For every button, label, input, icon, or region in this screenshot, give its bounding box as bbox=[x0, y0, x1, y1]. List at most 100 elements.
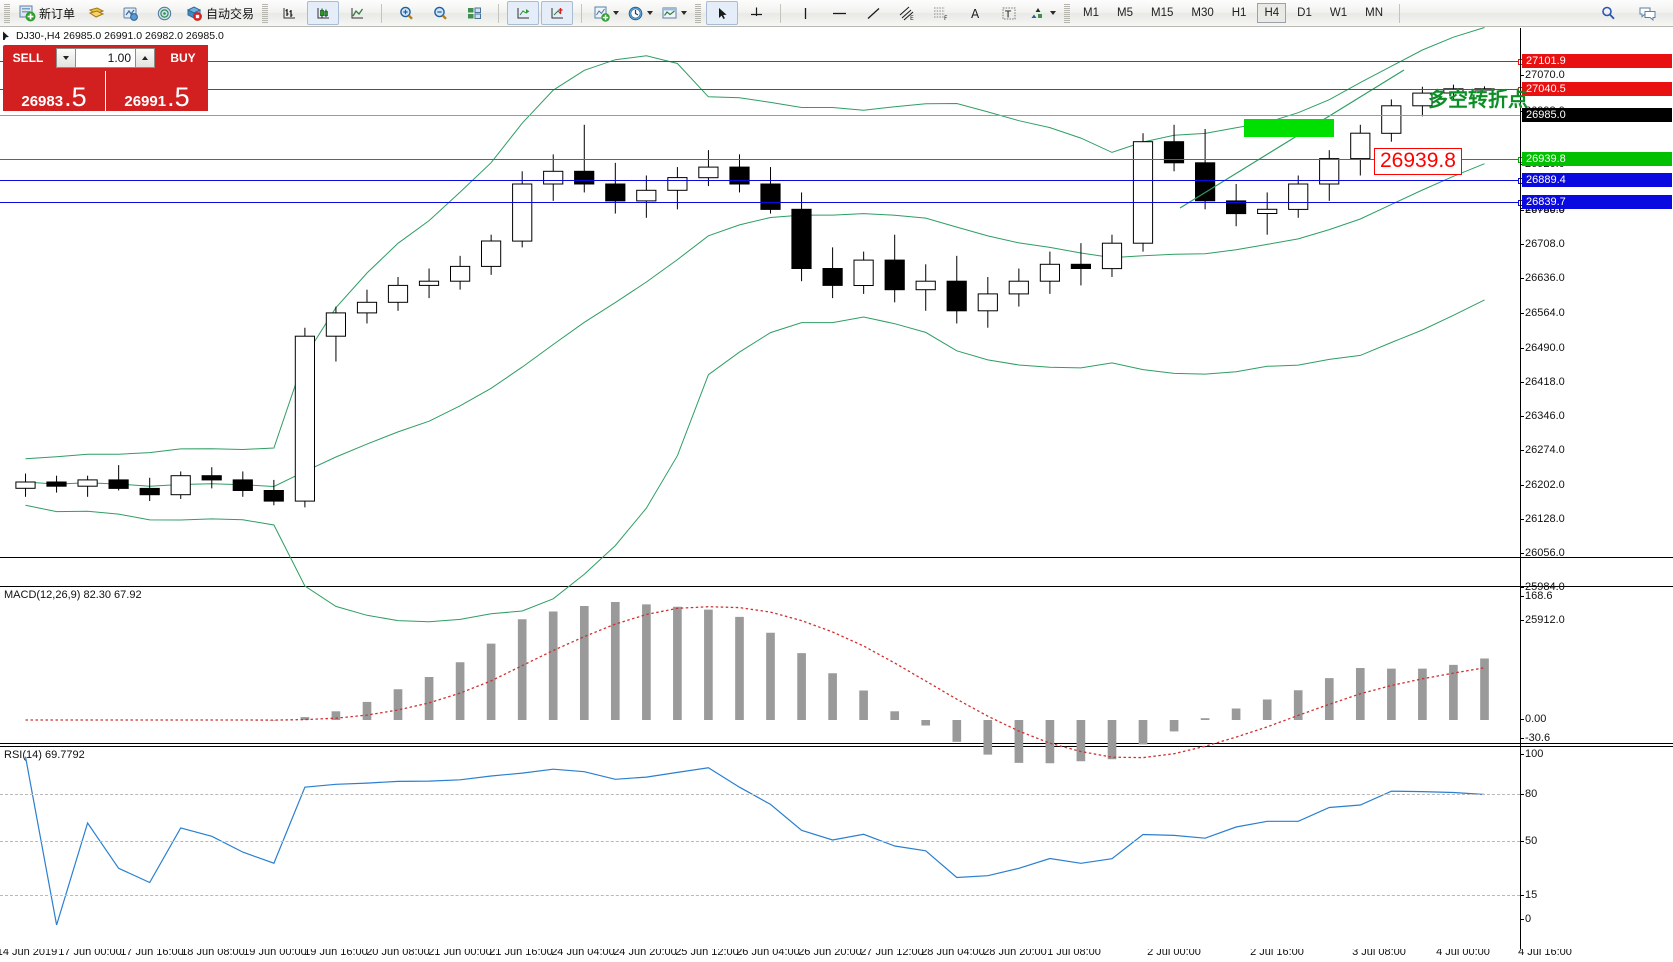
candlestick-chart-icon bbox=[317, 7, 329, 18]
timeframe-m15[interactable]: M15 bbox=[1151, 7, 1174, 19]
highlight-rectangle[interactable] bbox=[1244, 119, 1334, 137]
buy-button[interactable]: BUY bbox=[158, 45, 208, 71]
text-label-button[interactable]: T bbox=[993, 1, 1025, 25]
shapes-chevron-down-icon[interactable] bbox=[1050, 11, 1057, 15]
toolbar-separator-4 bbox=[777, 3, 785, 23]
horizontal-line-button[interactable] bbox=[823, 1, 855, 25]
timeframe-h1[interactable]: H1 bbox=[1231, 7, 1247, 19]
rsi-label: RSI(14) 69.7792 bbox=[4, 749, 85, 761]
price-tick: 26418.0 bbox=[1521, 376, 1565, 388]
toolbar-gripper[interactable] bbox=[4, 3, 10, 23]
price-label-26939-8[interactable]: 26939.8 bbox=[1522, 152, 1672, 166]
price-tick: 26202.0 bbox=[1521, 479, 1565, 491]
crosshair-button[interactable] bbox=[740, 1, 772, 25]
price-label-27101-9[interactable]: 27101.9 bbox=[1522, 54, 1672, 68]
indicators-chevron-down-icon[interactable] bbox=[613, 11, 620, 15]
equidistant-channel-button[interactable]: E bbox=[891, 1, 923, 25]
templates-button[interactable] bbox=[658, 2, 690, 25]
price-tick: 26346.0 bbox=[1521, 410, 1565, 422]
level-line-27040[interactable] bbox=[0, 87, 1524, 93]
toolbar-gripper-4[interactable] bbox=[1064, 3, 1071, 23]
level-line-26939[interactable] bbox=[0, 157, 1524, 163]
data-window-button[interactable] bbox=[148, 1, 180, 25]
timeframe-h4[interactable]: H4 bbox=[1257, 3, 1287, 23]
toolbar-gripper-2[interactable] bbox=[262, 3, 269, 23]
volume-increment-button[interactable] bbox=[135, 48, 155, 68]
zoom-in-button[interactable] bbox=[390, 1, 422, 25]
svg-text:F: F bbox=[944, 15, 948, 21]
zoom-out-button[interactable] bbox=[424, 1, 456, 25]
fibonacci-button[interactable]: F bbox=[925, 1, 957, 25]
rsi-tick: 15 bbox=[1520, 889, 1538, 901]
timeframe-mn[interactable]: MN bbox=[1365, 7, 1383, 19]
rsi-tick: 80 bbox=[1520, 788, 1538, 800]
svg-text:T: T bbox=[1004, 9, 1012, 20]
period-chevron-down-icon[interactable] bbox=[647, 11, 654, 15]
horizontal-line-icon bbox=[832, 12, 846, 14]
chart-annotation[interactable]: 多空转折点 bbox=[1428, 87, 1528, 111]
templates-chevron-down-icon[interactable] bbox=[681, 11, 688, 15]
autotrade-button[interactable]: 自动交易 bbox=[182, 2, 257, 25]
chevron-up-icon bbox=[142, 56, 148, 60]
rsi-tick: 0 bbox=[1520, 913, 1532, 925]
volume-control[interactable]: 1.00 bbox=[53, 45, 158, 71]
toolbar-gripper-3[interactable] bbox=[695, 3, 702, 23]
indicators-button[interactable] bbox=[590, 2, 622, 25]
candlestick-chart-button[interactable] bbox=[307, 1, 340, 25]
price-label-26839-7[interactable]: 26839.7 bbox=[1522, 195, 1672, 209]
timeframe-m30[interactable]: M30 bbox=[1191, 7, 1214, 19]
market-watch-button[interactable] bbox=[114, 1, 146, 25]
volume-dropdown-button[interactable] bbox=[56, 48, 76, 68]
text-button[interactable]: A bbox=[959, 1, 991, 25]
period-button[interactable] bbox=[624, 2, 656, 25]
new-order-label: 新订单 bbox=[39, 6, 76, 21]
shapes-icon bbox=[1031, 7, 1043, 18]
price-callout-label[interactable]: 26939.8 bbox=[1374, 148, 1462, 176]
new-order-icon bbox=[19, 5, 36, 22]
cursor-icon bbox=[718, 7, 727, 19]
sell-button[interactable]: SELL bbox=[3, 45, 53, 71]
line-chart-button[interactable] bbox=[341, 1, 373, 25]
rsi-tick: 100 bbox=[1520, 748, 1544, 760]
vertical-line-button[interactable] bbox=[789, 1, 821, 25]
shapes-button[interactable] bbox=[1027, 2, 1059, 25]
price-label-26985-0[interactable]: 26985.0 bbox=[1522, 108, 1672, 122]
volume-input[interactable]: 1.00 bbox=[76, 48, 135, 68]
timeframe-w1[interactable]: W1 bbox=[1329, 7, 1348, 19]
cursor-button[interactable] bbox=[706, 1, 739, 25]
timeframe-d1[interactable]: D1 bbox=[1297, 7, 1312, 19]
chart-shift-button[interactable] bbox=[507, 1, 540, 25]
chart-area[interactable]: DJ30-,H4 26985.0 26991.0 26982.0 26985.0… bbox=[0, 27, 1673, 958]
rsi-pane[interactable]: RSI(14) 69.7792 bbox=[0, 746, 1673, 942]
level-line-27101[interactable] bbox=[0, 59, 1524, 65]
price-label-27040-5[interactable]: 27040.5 bbox=[1522, 82, 1672, 96]
sell-price-cell[interactable]: 26983 .5 bbox=[3, 71, 106, 111]
buy-price-cell[interactable]: 26991 .5 bbox=[106, 71, 208, 111]
price-axis[interactable]: 27070.0 26780.0 26708.0 26636.0 26564.0 26490… bbox=[1520, 28, 1673, 949]
auto-scroll-button[interactable] bbox=[541, 1, 574, 25]
main-toolbar: 新订单 bbox=[0, 0, 1673, 27]
profiles-button[interactable] bbox=[80, 1, 112, 25]
level-line-26839[interactable] bbox=[0, 200, 1524, 206]
level-line-26889[interactable] bbox=[0, 178, 1524, 184]
trendline-icon bbox=[867, 7, 879, 19]
bar-chart-button[interactable] bbox=[273, 1, 305, 25]
timeframe-m5[interactable]: M5 bbox=[1117, 7, 1133, 19]
toolbar-separator-5 bbox=[1396, 3, 1403, 23]
new-order-button[interactable]: 新订单 bbox=[15, 2, 78, 25]
autotrade-icon bbox=[186, 6, 202, 21]
rsi-tick: 50 bbox=[1520, 835, 1538, 847]
search-icon bbox=[1601, 6, 1615, 19]
timeframe-m1[interactable]: M1 bbox=[1083, 7, 1100, 19]
chat-button[interactable] bbox=[1631, 1, 1663, 25]
macd-tick: 0.00 bbox=[1520, 713, 1547, 725]
tile-windows-button[interactable] bbox=[458, 1, 490, 25]
search-button[interactable] bbox=[1592, 1, 1624, 25]
market-watch-icon bbox=[123, 7, 138, 21]
trendline-button[interactable] bbox=[857, 1, 889, 25]
price-label-26889-4[interactable]: 26889.4 bbox=[1522, 173, 1672, 187]
zoom-out-icon bbox=[433, 6, 447, 20]
price-tick: 26056.0 bbox=[1521, 547, 1565, 559]
one-click-trading-panel[interactable]: SELL 1.00 BUY 26983 .5 26991 .5 bbox=[3, 45, 208, 111]
